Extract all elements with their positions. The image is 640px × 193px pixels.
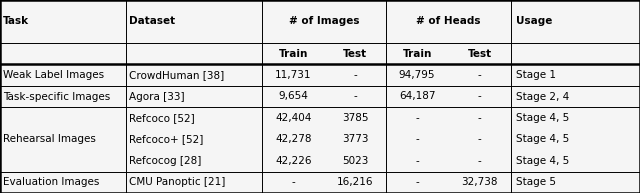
Text: # of Heads: # of Heads xyxy=(416,16,481,26)
Text: CrowdHuman [38]: CrowdHuman [38] xyxy=(129,70,225,80)
Text: Refcoco [52]: Refcoco [52] xyxy=(129,113,195,123)
Text: 16,216: 16,216 xyxy=(337,177,373,187)
Text: -: - xyxy=(415,177,419,187)
Text: Usage: Usage xyxy=(516,16,552,26)
Text: CMU Panoptic [21]: CMU Panoptic [21] xyxy=(129,177,226,187)
Text: Stage 4, 5: Stage 4, 5 xyxy=(516,113,569,123)
Text: Task: Task xyxy=(3,16,29,26)
Text: Stage 4, 5: Stage 4, 5 xyxy=(516,134,569,144)
Text: Stage 2, 4: Stage 2, 4 xyxy=(516,91,569,102)
Text: 9,654: 9,654 xyxy=(278,91,308,102)
Text: Weak Label Images: Weak Label Images xyxy=(3,70,104,80)
Text: 42,226: 42,226 xyxy=(275,156,312,166)
Text: -: - xyxy=(415,113,419,123)
Text: 94,795: 94,795 xyxy=(399,70,435,80)
Text: Agora [33]: Agora [33] xyxy=(129,91,185,102)
Text: 3773: 3773 xyxy=(342,134,368,144)
Text: Rehearsal Images: Rehearsal Images xyxy=(3,134,96,144)
Text: 64,187: 64,187 xyxy=(399,91,435,102)
Text: Train: Train xyxy=(278,49,308,59)
Text: Dataset: Dataset xyxy=(129,16,175,26)
Text: -: - xyxy=(415,134,419,144)
Text: -: - xyxy=(415,156,419,166)
Text: # of Images: # of Images xyxy=(289,16,360,26)
Text: -: - xyxy=(477,156,481,166)
Text: 5023: 5023 xyxy=(342,156,368,166)
Text: Test: Test xyxy=(467,49,492,59)
Text: Refcoco+ [52]: Refcoco+ [52] xyxy=(129,134,204,144)
Text: 3785: 3785 xyxy=(342,113,368,123)
Text: Train: Train xyxy=(403,49,432,59)
Text: -: - xyxy=(477,134,481,144)
Text: -: - xyxy=(477,91,481,102)
Text: -: - xyxy=(353,91,357,102)
Text: 42,278: 42,278 xyxy=(275,134,312,144)
Text: Stage 1: Stage 1 xyxy=(516,70,556,80)
Text: Test: Test xyxy=(343,49,367,59)
Text: -: - xyxy=(477,113,481,123)
Text: Stage 5: Stage 5 xyxy=(516,177,556,187)
Text: Evaluation Images: Evaluation Images xyxy=(3,177,100,187)
Text: 42,404: 42,404 xyxy=(275,113,312,123)
Text: 11,731: 11,731 xyxy=(275,70,312,80)
Text: Refcocog [28]: Refcocog [28] xyxy=(129,156,202,166)
Text: 32,738: 32,738 xyxy=(461,177,498,187)
Text: Stage 4, 5: Stage 4, 5 xyxy=(516,156,569,166)
Text: -: - xyxy=(291,177,295,187)
Text: -: - xyxy=(477,70,481,80)
Text: -: - xyxy=(353,70,357,80)
Text: Task-specific Images: Task-specific Images xyxy=(3,91,111,102)
